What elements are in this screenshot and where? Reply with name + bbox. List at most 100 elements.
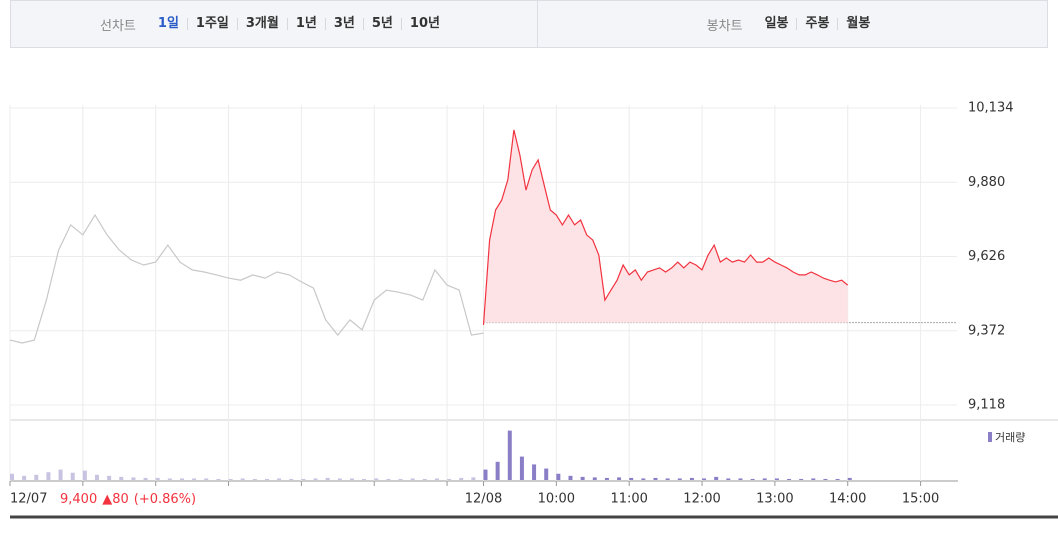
volume-bar: [167, 478, 172, 480]
x-tick-label: 12:00: [683, 492, 720, 507]
period-tab[interactable]: 5년: [362, 17, 401, 30]
volume-bar: [386, 478, 391, 480]
volume-bar: [94, 474, 99, 480]
volume-bar: [264, 478, 269, 480]
tab-group-label: 봉차트: [706, 18, 743, 34]
x-tick-label: 14:00: [829, 492, 866, 507]
volume-bar: [46, 472, 51, 480]
volume-bar: [192, 478, 197, 480]
volume-bar: [301, 478, 306, 480]
volume-bar: [34, 474, 39, 480]
volume-bar: [58, 469, 63, 480]
volume-bar: [447, 478, 452, 480]
volume-bar: [155, 477, 160, 480]
volume-bar: [568, 475, 573, 480]
volume-bar: [131, 477, 136, 480]
y-tick-label: 9,118: [968, 398, 1005, 413]
period-tab[interactable]: 3년: [324, 17, 363, 30]
volume-bar: [726, 478, 731, 480]
volume-bar: [641, 478, 646, 480]
volume-bar: [119, 476, 124, 480]
volume-bar: [847, 477, 852, 480]
volume-bar: [362, 478, 367, 480]
volume-bar: [410, 478, 415, 480]
volume-bar: [823, 478, 828, 480]
x-tick-label: 12/07: [10, 492, 47, 507]
legend-label: 거래량: [995, 431, 1025, 444]
volume-bar: [349, 478, 354, 480]
volume-bar: [337, 478, 342, 480]
chart-toolbar: 선차트 1일 1주일 3개월 1년 3년 5년 10년 봉차트 일봉 주봉 월봉: [10, 0, 1048, 48]
volume-bar: [483, 469, 488, 480]
volume-bar: [313, 478, 318, 480]
period-tab[interactable]: 월봉: [837, 17, 878, 30]
volume-bar: [835, 478, 840, 480]
volume-bar: [216, 478, 221, 480]
period-tab[interactable]: 일봉: [764, 16, 789, 31]
y-tick-label: 9,626: [968, 249, 1005, 264]
info-price: 9,400: [60, 492, 97, 507]
area: [483, 129, 848, 325]
period-tab[interactable]: 주봉: [796, 17, 837, 30]
volume-bar: [22, 475, 27, 480]
volume-bar: [107, 475, 112, 480]
volume-bar: [374, 478, 379, 480]
period-tab[interactable]: 1년: [286, 17, 325, 30]
legend-swatch: [988, 432, 992, 442]
price-line: [9, 213, 484, 344]
price-line: [482, 129, 849, 325]
volume-bar: [689, 477, 694, 480]
info-change-pct: (+0.86%): [134, 492, 196, 507]
y-tick-label: 9,880: [968, 175, 1005, 190]
period-tab[interactable]: 1일: [157, 16, 179, 31]
volume-bar: [252, 478, 257, 480]
volume-bar: [653, 477, 658, 480]
volume-bar: [750, 478, 755, 480]
x-tick-label: 12/08: [465, 492, 502, 507]
period-tab[interactable]: 3개월: [236, 17, 287, 30]
volume-bar: [471, 477, 476, 480]
volume-bar: [665, 478, 670, 480]
volume-bar: [532, 464, 537, 480]
tab-group-label: 선차트: [100, 18, 136, 34]
volume-bar: [811, 478, 816, 480]
volume-bar: [762, 478, 767, 480]
volume-bar: [228, 478, 233, 480]
volume-bar: [799, 478, 804, 480]
volume-bar: [289, 478, 294, 480]
volume-bar: [592, 477, 597, 480]
volume-bar: [10, 473, 14, 480]
volume-bar: [240, 478, 245, 480]
volume-bar: [204, 478, 209, 480]
volume-bar: [82, 470, 87, 480]
volume-bar: [495, 461, 500, 480]
x-tick-label: 15:00: [902, 492, 939, 507]
volume-bar: [629, 477, 634, 480]
volume-bar: [556, 473, 561, 480]
volume-bar: [519, 456, 524, 480]
volume-bar: [738, 478, 743, 480]
volume-bar: [604, 477, 609, 480]
volume-bar: [714, 476, 719, 480]
price-info: 9,400 ▲80 (+0.86%): [60, 492, 196, 507]
period-tab[interactable]: 1주일: [186, 17, 237, 30]
volume-bar: [277, 478, 282, 480]
volume-bar: [70, 472, 75, 480]
info-change: ▲80: [102, 492, 129, 507]
volume-bar: [544, 468, 549, 480]
volume-bar: [422, 478, 427, 480]
volume-bar: [459, 477, 464, 480]
line-chart-tabs: 선차트 1일 1주일 3개월 1년 3년 5년 10년: [11, 1, 537, 47]
volume-bar: [774, 478, 779, 480]
volume-bar: [398, 478, 403, 480]
volume-bar: [325, 477, 330, 480]
period-tab[interactable]: 10년: [400, 17, 448, 30]
volume-bar: [143, 477, 148, 480]
volume-bar: [434, 478, 439, 480]
x-tick-label: 10:00: [538, 492, 575, 507]
x-tick-label: 13:00: [756, 492, 793, 507]
x-tick-label: 11:00: [610, 492, 647, 507]
volume-bar: [580, 476, 585, 480]
